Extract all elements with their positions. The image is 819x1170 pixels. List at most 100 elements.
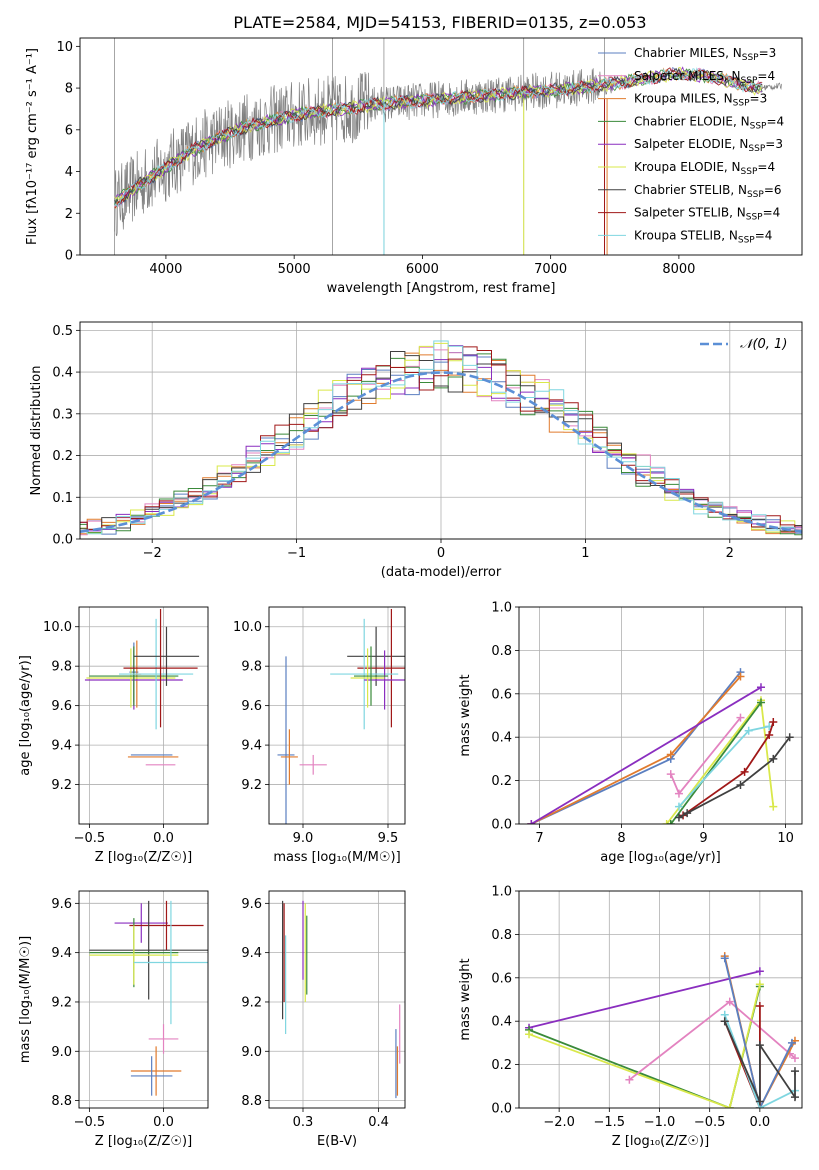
x-tick-label: 7000: [534, 262, 567, 277]
y-tick-label: 8.8: [241, 1094, 262, 1109]
y-tick-label: 0.0: [52, 533, 73, 548]
model-fit-line: [114, 67, 763, 208]
chart-residuals: −2 −1 0 1 2 0.0 0.1 0.2 0.3 0.4 0.5 (data-model)/er…: [29, 321, 803, 580]
x-tick-label: −2: [143, 546, 162, 561]
y-tick-label: 0.1: [52, 491, 73, 506]
y-tick-label: 9.6: [241, 897, 262, 912]
weight-marker: [720, 954, 729, 963]
x-tick-label: 4000: [149, 262, 182, 277]
legend-entry-name: Chabrier MILES, N: [634, 46, 742, 60]
y-tick-label: 0.4: [52, 366, 73, 381]
legend-entry-subscript: SSP: [741, 167, 758, 177]
plot-area: [89, 900, 208, 1096]
legend-entry-subscript: SSP: [738, 235, 755, 245]
y-tick-label: 1.0: [491, 601, 512, 616]
legend-entry-subscript: SSP: [750, 121, 767, 131]
weight-marker: [790, 1067, 799, 1076]
model-fit-line: [114, 67, 763, 208]
plot-area: [277, 608, 405, 824]
y-tick-label: 6: [65, 123, 73, 138]
y-tick-label: 0.8: [491, 928, 512, 943]
y-tick-label: 9.6: [241, 699, 262, 714]
weight-marker: [683, 809, 692, 818]
weight-marker: [756, 683, 765, 692]
y-tick-label: 0.0: [491, 1102, 512, 1117]
weight-marker: [756, 698, 765, 707]
weight-marker: [769, 754, 778, 763]
x-tick-label: 6000: [406, 262, 439, 277]
y-tick-label: 9.4: [241, 946, 262, 961]
weight-series-line: [530, 686, 762, 824]
y-tick-label: 9.4: [241, 739, 262, 754]
x-tick-label: 0: [437, 546, 445, 561]
residual-histogram: [80, 351, 802, 532]
figure-title: PLATE=2584, MJD=54153, FIBERID=0135, z=0…: [233, 13, 646, 32]
weight-marker: [666, 820, 675, 824]
weight-marker: [666, 750, 675, 759]
residual-histogram: [80, 346, 802, 533]
y-axis-label: age [log₁₀(age/yr)]: [18, 655, 33, 776]
x-axis-label: Z [log₁₀(Z/Z☉)]: [95, 1134, 192, 1149]
x-tick-label: 0.0: [153, 1115, 174, 1130]
weight-marker: [769, 802, 778, 811]
weight-marker: [674, 802, 683, 811]
legend-entry-count: =4: [766, 114, 784, 128]
legend-entry-subscript: SSP: [746, 213, 763, 223]
axes-frame: [79, 321, 803, 540]
weight-series-line: [628, 1000, 796, 1081]
x-tick-label: −2.0: [543, 1115, 575, 1130]
y-tick-label: 8.8: [51, 1094, 72, 1109]
y-tick-label: 0.6: [491, 971, 512, 986]
y-tick-label: 9.2: [51, 778, 72, 793]
y-tick-label: 0.6: [491, 687, 512, 702]
weight-marker: [755, 967, 764, 976]
x-tick-label: 1: [581, 546, 589, 561]
legend-entry-name: Salpeter MILES, N: [634, 69, 741, 83]
y-tick-label: 9.4: [51, 946, 72, 961]
legend-entry-name: Chabrier ELODIE, N: [634, 114, 750, 128]
plot-area: [527, 668, 794, 824]
residual-histogram: [80, 352, 802, 535]
x-tick-label: 0.0: [153, 831, 174, 846]
y-tick-label: 10: [56, 40, 73, 55]
x-tick-label: 8000: [662, 262, 695, 277]
legend-entry-name: Kroupa STELIB, N: [634, 228, 738, 242]
y-tick-label: 9.8: [241, 660, 262, 675]
x-axis-label: (data-model)/error: [381, 565, 502, 580]
weight-series-line: [528, 984, 761, 1108]
weight-series-line: [670, 701, 762, 824]
y-tick-label: 9.6: [51, 897, 72, 912]
x-tick-label: 8: [617, 831, 625, 846]
y-tick-label: 9.2: [51, 995, 72, 1010]
x-tick-label: 0.3: [293, 1115, 314, 1130]
weight-marker: [740, 767, 749, 776]
legend-entry-count: =3: [759, 46, 777, 60]
x-tick-label: 5000: [278, 262, 311, 277]
y-tick-label: 0.2: [52, 449, 73, 464]
legend-entry-name: Chabrier STELIB, N: [634, 183, 747, 197]
legend-entry: Salpeter ELODIE, NSSP=3: [634, 137, 783, 154]
legend-entry-count: =3: [765, 137, 783, 151]
plot-area: [80, 340, 802, 536]
weight-series-line: [723, 958, 793, 1108]
legend-entry-count: =4: [763, 206, 781, 220]
chart-spectrum: 4000 5000 6000 7000 8000 0 2 4 6 8 10 wavelength [A…: [25, 37, 803, 296]
weight-marker: [790, 1093, 799, 1102]
legend-entry: Chabrier MILES, NSSP=3: [634, 46, 776, 63]
plot-area: [114, 38, 782, 255]
chart-weight_vs_Z: −2.0 −1.5 −1.0 −0.5 0.0 0.0 0.2 0.4 0.6 0.8 1.0 Z […: [458, 885, 803, 1149]
weight-marker: [666, 770, 675, 779]
axes-frame: [78, 606, 209, 825]
x-axis-label: Z [log₁₀(Z/Z☉)]: [612, 1134, 709, 1149]
y-tick-label: 0.4: [491, 1015, 512, 1030]
residual-histogram: [80, 340, 802, 535]
plot-area: [282, 900, 401, 1099]
legend-entry: Chabrier STELIB, NSSP=6: [634, 183, 782, 200]
x-tick-label: −0.5: [74, 831, 106, 846]
legend-entry-name: Kroupa MILES, N: [634, 92, 733, 106]
legend-entry-count: =4: [755, 228, 773, 242]
legend-entry: Kroupa MILES, NSSP=3: [634, 92, 767, 109]
y-axis-label: Normed distribution: [29, 366, 44, 496]
